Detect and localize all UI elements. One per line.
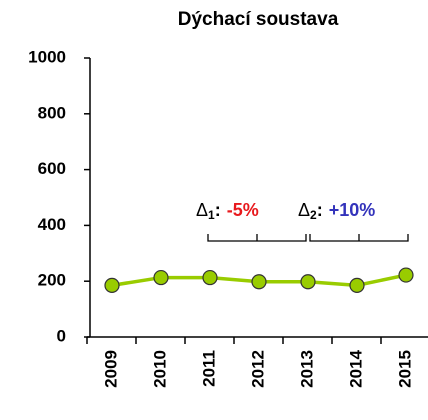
annotation-colon: : <box>215 200 221 220</box>
chart-title: Dýchací soustava <box>178 9 339 30</box>
annotation-subscript: 2 <box>310 208 317 222</box>
marker <box>104 277 120 293</box>
x-tick-label: 2012 <box>248 350 267 388</box>
y-tick-label: 800 <box>38 103 66 122</box>
bracket <box>309 234 409 242</box>
annotation-colon: : <box>317 200 323 220</box>
marker <box>153 269 169 286</box>
y-tick-label: 200 <box>38 271 66 290</box>
marker <box>349 277 365 293</box>
y-tick-label: 1000 <box>28 47 66 66</box>
x-tick-label: 2013 <box>297 350 316 388</box>
annotation: Δ1: -5% <box>196 200 259 222</box>
y-tick-label: 0 <box>57 326 66 345</box>
annotation: Δ2: +10% <box>298 200 375 222</box>
x-tick-label: 2011 <box>199 350 218 387</box>
annotation-value: +10% <box>329 200 376 220</box>
annotation-symbol: Δ <box>196 200 208 220</box>
x-tick-label: 2009 <box>101 350 120 388</box>
y-tick-label: 400 <box>38 215 66 234</box>
bracket <box>207 234 307 242</box>
marker <box>398 267 414 283</box>
x-tick-label: 2015 <box>395 350 414 388</box>
marker <box>251 274 267 290</box>
marker <box>300 274 316 290</box>
y-tick-label: 600 <box>38 159 66 178</box>
annotation-value: -5% <box>227 200 259 220</box>
annotation-subscript: 1 <box>208 208 215 222</box>
x-tick-label: 2014 <box>346 349 365 387</box>
x-tick-label: 2010 <box>150 350 169 388</box>
annotation-symbol: Δ <box>298 200 310 220</box>
marker <box>202 269 218 286</box>
